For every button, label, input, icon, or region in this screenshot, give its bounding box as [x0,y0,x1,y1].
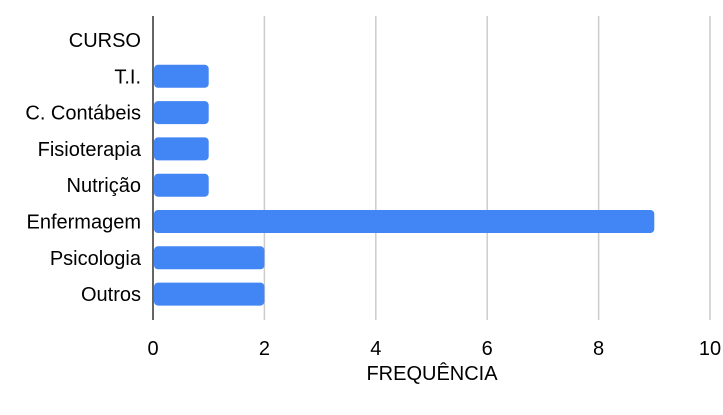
bar [154,246,265,270]
category-label: Fisioterapia [38,139,142,161]
category-label: C. Contábeis [25,103,141,125]
category-label: Outros [81,284,141,306]
x-tick-label: 2 [259,338,270,360]
x-tick-label: 0 [147,338,158,360]
bar [154,210,655,233]
bar [154,101,209,125]
x-tick-label: 8 [593,338,604,360]
bar [154,137,209,161]
bar [154,64,209,88]
category-label: Nutrição [67,175,141,197]
x-tick-labels: 0 2 4 6 8 10 [147,338,721,360]
category-label: Enfermagem [27,212,142,234]
bar [154,282,265,306]
x-tick-label: 10 [699,338,721,360]
category-label: T.I. [114,66,141,88]
category-label: Psicologia [50,248,142,270]
category-labels: CURSO T.I. C. Contábeis Fisioterapia Nutriçã… [25,30,141,306]
bar [154,173,209,197]
x-tick-label: 6 [482,338,493,360]
x-axis-title: FREQUÊNCIA [366,362,498,385]
gridlines [263,16,711,320]
category-label: CURSO [69,30,141,52]
bars [154,64,655,306]
x-tick-label: 4 [370,338,381,360]
